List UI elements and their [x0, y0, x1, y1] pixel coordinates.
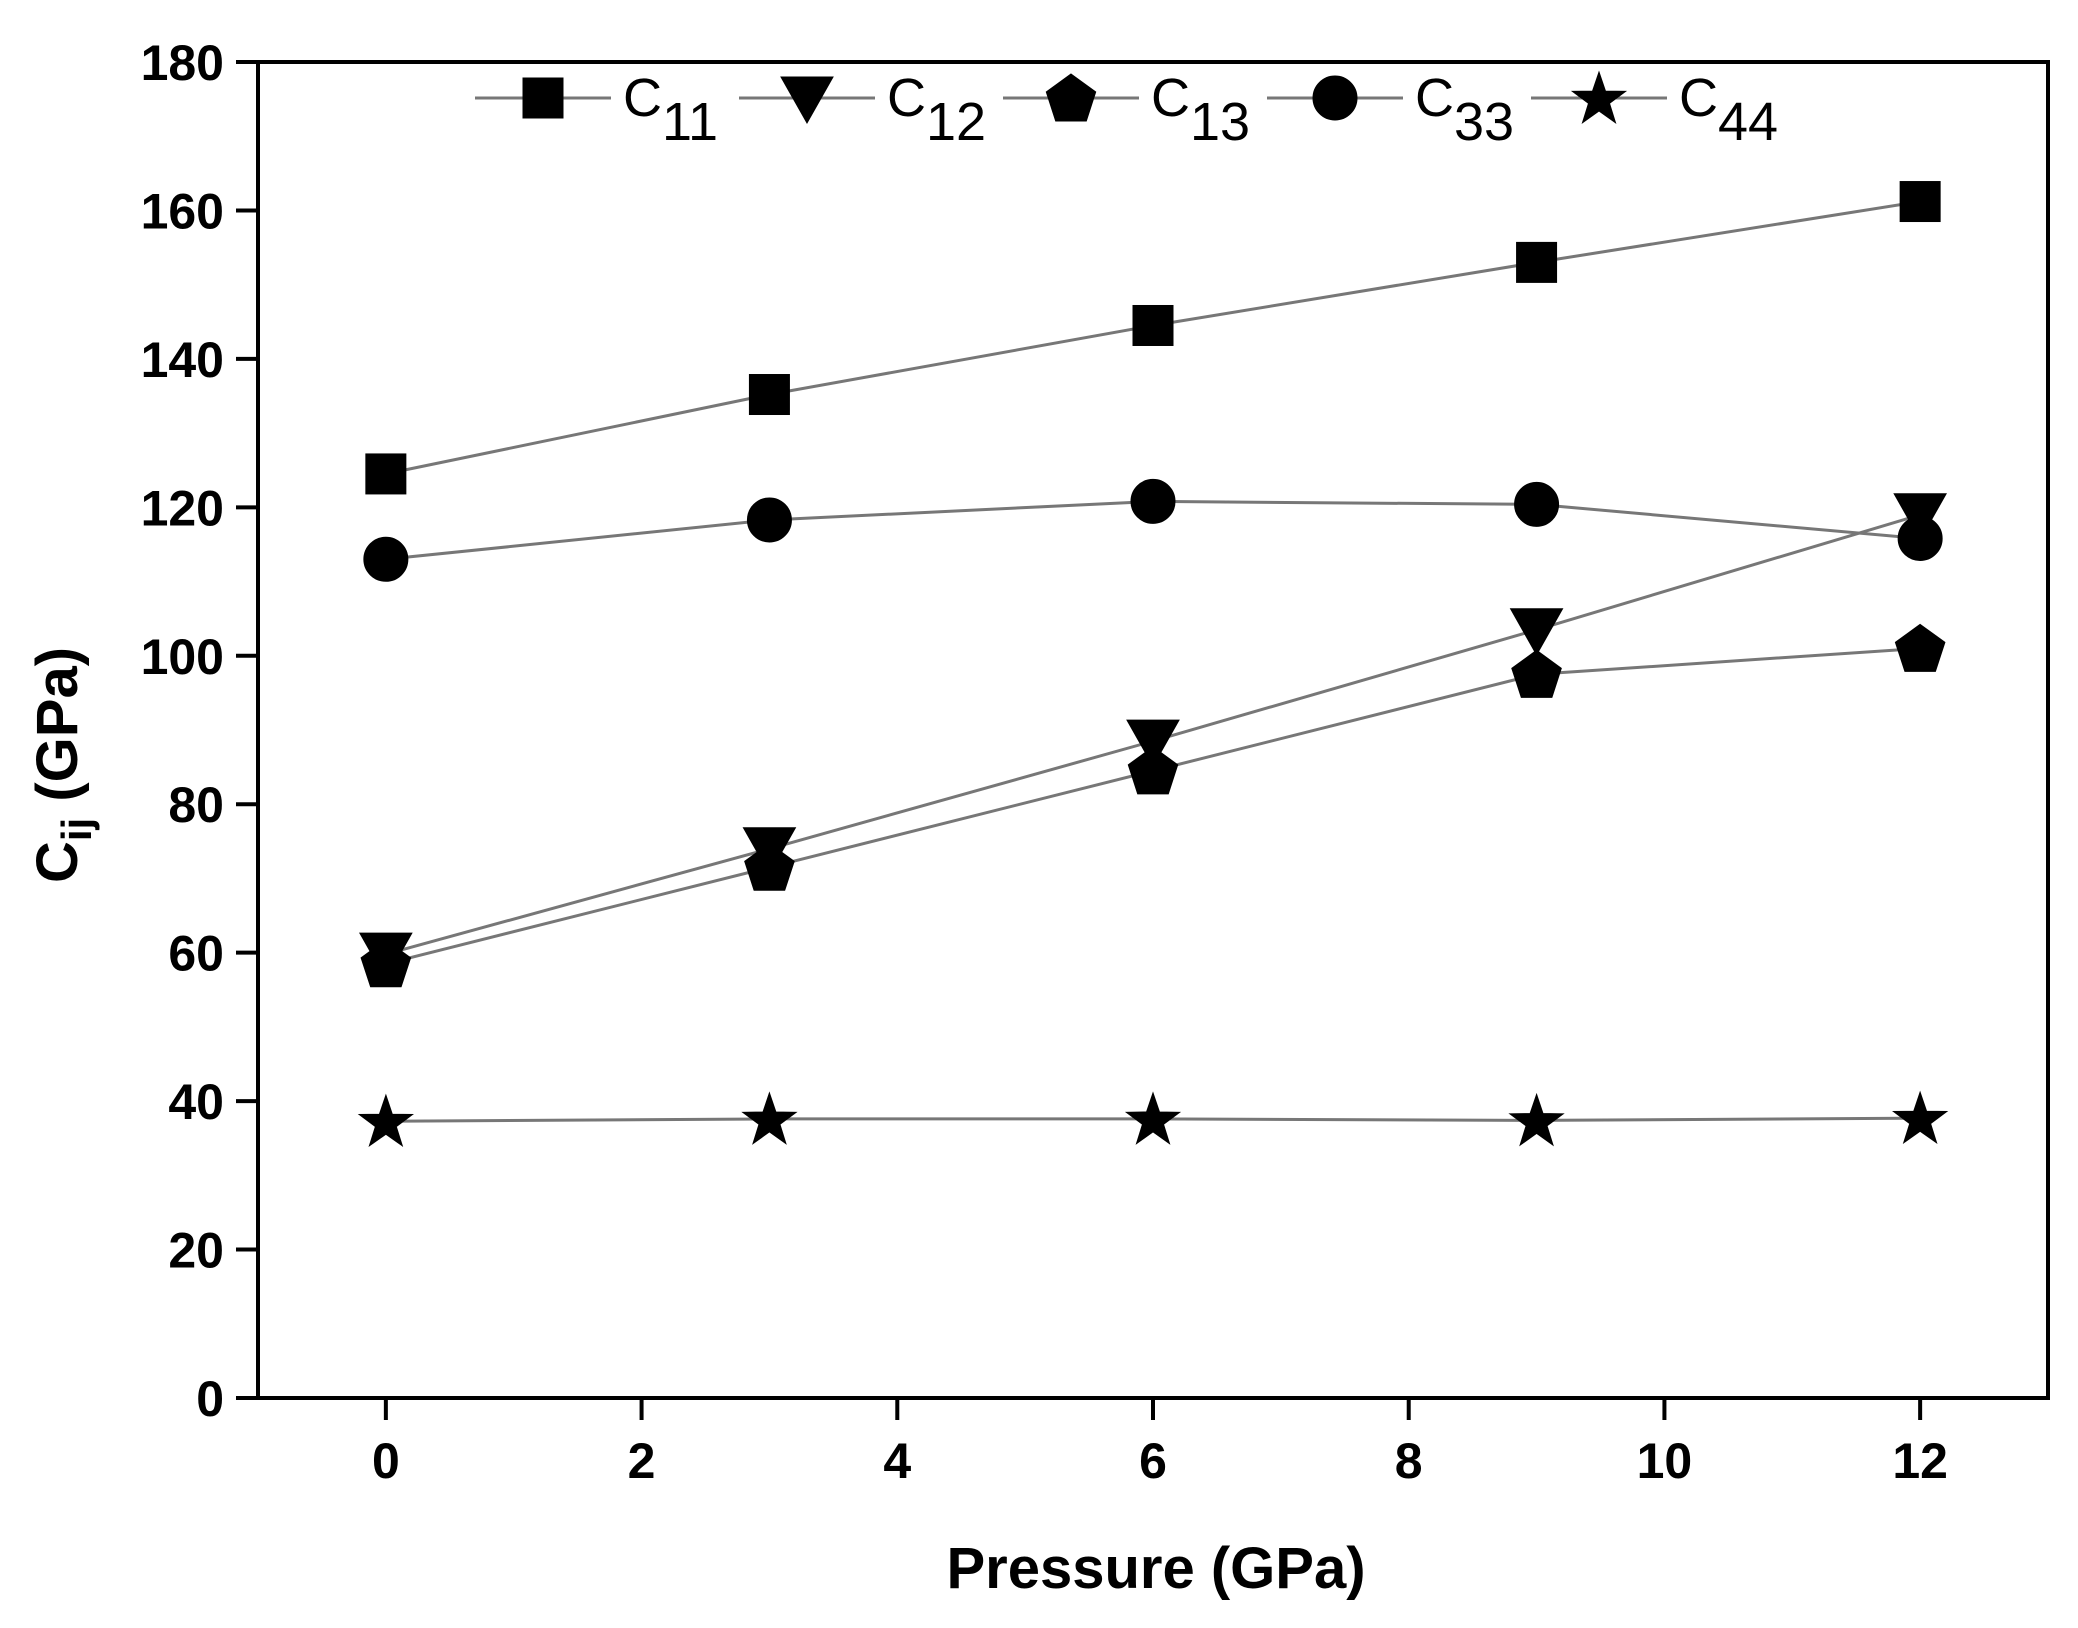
- data-point-c44: [1508, 1092, 1565, 1147]
- data-point-c11: [1899, 181, 1941, 223]
- y-tick-label: 80: [168, 777, 224, 833]
- legend-marker: [1312, 75, 1358, 121]
- data-point-c13: [1511, 649, 1562, 698]
- y-tick-label: 100: [141, 629, 224, 685]
- legend-item-c12: C12: [739, 68, 986, 152]
- data-point-c13: [1894, 623, 1946, 672]
- data-point-c44: [357, 1093, 414, 1148]
- data-point-c13: [744, 842, 795, 891]
- data-point-c12: [1126, 719, 1180, 768]
- data-point-c12: [1509, 608, 1564, 656]
- y-tick-label: 40: [168, 1074, 224, 1130]
- data-point-c11: [1516, 241, 1558, 283]
- legend-label: C12: [887, 68, 986, 152]
- x-tick-label: 10: [1637, 1433, 1693, 1489]
- series-layer: [357, 181, 1949, 1148]
- y-tick-label: 160: [141, 183, 224, 239]
- legend-item-c13: C13: [1003, 68, 1250, 152]
- legend-marker: [522, 77, 564, 119]
- x-tick-label: 2: [628, 1433, 656, 1489]
- data-point-c11: [365, 453, 407, 495]
- x-tick-label: 4: [883, 1433, 911, 1489]
- svg-text:Cij (GPa): Cij (GPa): [25, 647, 100, 883]
- legend-marker: [1570, 70, 1628, 124]
- data-point-c11: [1132, 304, 1174, 346]
- data-point-c44: [1892, 1090, 1949, 1145]
- y-tick-label: 140: [141, 332, 224, 388]
- x-tick-label: 12: [1892, 1433, 1948, 1489]
- y-tick-label: 0: [196, 1371, 224, 1427]
- y-axis-title: Cij (GPa): [25, 647, 100, 883]
- y-tick-label: 180: [141, 35, 224, 91]
- legend-item-c33: C33: [1267, 68, 1514, 152]
- data-point-c33: [1130, 478, 1176, 524]
- y-tick-label: 60: [168, 926, 224, 982]
- legend-label: C11: [623, 68, 718, 152]
- series-c11: [365, 181, 1941, 495]
- series-line-c13: [385, 646, 1921, 966]
- data-point-c13: [360, 939, 412, 988]
- data-point-c33: [363, 536, 409, 582]
- data-point-c33: [1897, 516, 1943, 562]
- series-c13: [360, 623, 1946, 988]
- data-point-c33: [1514, 481, 1560, 527]
- x-tick-label: 6: [1139, 1433, 1167, 1489]
- data-point-c44: [741, 1091, 798, 1145]
- x-tick-label: 0: [372, 1433, 400, 1489]
- legend-item-c44: C44: [1531, 68, 1778, 152]
- series-c44: [357, 1090, 1949, 1148]
- y-axis-title-sub: ij: [53, 818, 100, 841]
- legend-label: C44: [1679, 68, 1778, 152]
- data-point-c11: [748, 374, 790, 416]
- data-point-c13: [1127, 746, 1179, 795]
- x-axis-title: Pressure (GPa): [946, 1536, 1365, 1601]
- legend-label: C13: [1151, 68, 1250, 152]
- series-c33: [363, 478, 1943, 582]
- legend-marker: [780, 76, 834, 125]
- y-axis-title-rest: (GPa): [25, 647, 90, 818]
- data-point-c33: [746, 497, 792, 543]
- legend: C11 C12 C13 C33 C44: [475, 68, 1778, 152]
- y-axis-title-main: C: [25, 841, 90, 883]
- series-c12: [359, 493, 1947, 981]
- legend-label: C33: [1415, 68, 1514, 152]
- data-point-c44: [1124, 1091, 1182, 1145]
- legend-marker: [1045, 73, 1097, 122]
- x-tick-label: 8: [1395, 1433, 1423, 1489]
- legend-item-c11: C11: [475, 68, 718, 152]
- y-tick-label: 20: [168, 1223, 224, 1279]
- y-tick-label: 120: [141, 480, 224, 536]
